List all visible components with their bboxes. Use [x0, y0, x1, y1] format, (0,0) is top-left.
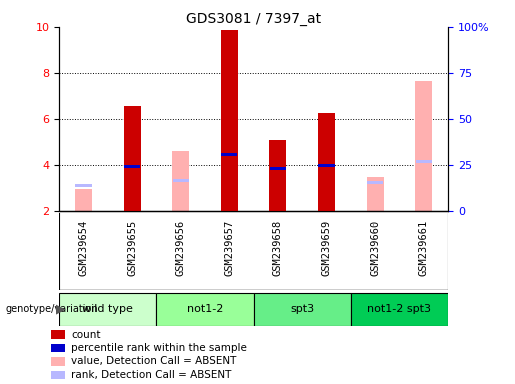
Bar	[124, 106, 141, 211]
Text: ▶: ▶	[56, 303, 65, 316]
Bar	[367, 177, 384, 211]
Text: value, Detection Call = ABSENT: value, Detection Call = ABSENT	[71, 356, 236, 366]
Bar	[318, 113, 335, 211]
Text: percentile rank within the sample: percentile rank within the sample	[71, 343, 247, 353]
Bar	[173, 179, 189, 182]
Bar	[75, 189, 92, 211]
Bar	[51, 344, 65, 352]
Text: spt3: spt3	[290, 304, 314, 314]
Bar	[415, 81, 432, 211]
Bar	[221, 153, 237, 156]
Text: count: count	[71, 329, 100, 339]
Text: GSM239660: GSM239660	[370, 219, 380, 275]
Text: GSM239656: GSM239656	[176, 219, 186, 275]
Bar	[351, 293, 448, 326]
Bar	[270, 167, 286, 170]
Bar	[51, 371, 65, 379]
Bar	[51, 357, 65, 366]
Bar	[124, 165, 140, 168]
Text: GSM239659: GSM239659	[321, 219, 332, 275]
Title: GDS3081 / 7397_at: GDS3081 / 7397_at	[186, 12, 321, 26]
Bar	[416, 160, 432, 163]
Bar	[221, 156, 238, 211]
Bar	[75, 184, 92, 187]
Text: GSM239658: GSM239658	[273, 219, 283, 275]
Text: GSM239655: GSM239655	[127, 219, 137, 275]
Text: GSM239657: GSM239657	[225, 219, 234, 275]
Text: wild type: wild type	[82, 304, 133, 314]
Bar	[269, 140, 286, 211]
Text: rank, Detection Call = ABSENT: rank, Detection Call = ABSENT	[71, 370, 231, 380]
Bar	[318, 164, 335, 167]
Bar	[221, 30, 238, 211]
Bar	[51, 330, 65, 339]
Bar	[59, 293, 157, 326]
Bar	[157, 293, 253, 326]
Bar	[253, 293, 351, 326]
Text: not1-2 spt3: not1-2 spt3	[367, 304, 432, 314]
Text: not1-2: not1-2	[187, 304, 223, 314]
Bar	[367, 181, 383, 184]
Text: genotype/variation: genotype/variation	[5, 304, 98, 314]
Text: GSM239661: GSM239661	[419, 219, 429, 275]
Bar	[172, 151, 189, 211]
Text: GSM239654: GSM239654	[78, 219, 89, 275]
